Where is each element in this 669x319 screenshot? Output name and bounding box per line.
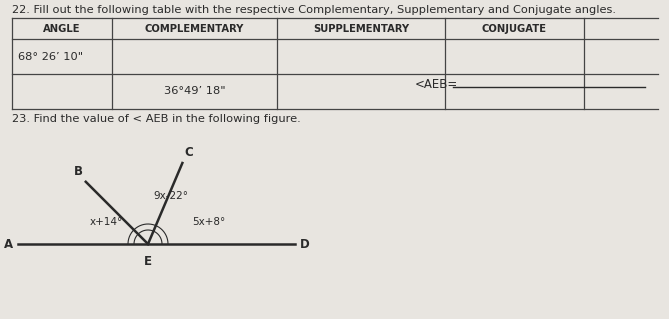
Text: C: C: [185, 146, 193, 159]
Text: ANGLE: ANGLE: [43, 24, 81, 33]
Text: 9x-22°: 9x-22°: [153, 191, 188, 201]
Text: CONJUGATE: CONJUGATE: [482, 24, 547, 33]
Text: 23. Find the value of < AEB in the following figure.: 23. Find the value of < AEB in the follo…: [12, 114, 301, 124]
Text: 5x+8°: 5x+8°: [192, 217, 225, 227]
Text: E: E: [144, 255, 152, 268]
Text: B: B: [74, 165, 83, 178]
Text: A: A: [4, 238, 13, 250]
Text: SUPPLEMENTARY: SUPPLEMENTARY: [313, 24, 409, 33]
Text: 22. Fill out the following table with the respective Complementary, Supplementar: 22. Fill out the following table with th…: [12, 5, 616, 15]
Text: 36°49’ 18": 36°49’ 18": [164, 86, 225, 97]
Text: D: D: [300, 238, 310, 250]
Text: x+14°: x+14°: [90, 217, 122, 227]
Text: 68° 26’ 10": 68° 26’ 10": [18, 51, 83, 62]
Text: COMPLEMENTARY: COMPLEMENTARY: [145, 24, 244, 33]
Text: <AEB=: <AEB=: [415, 78, 458, 91]
